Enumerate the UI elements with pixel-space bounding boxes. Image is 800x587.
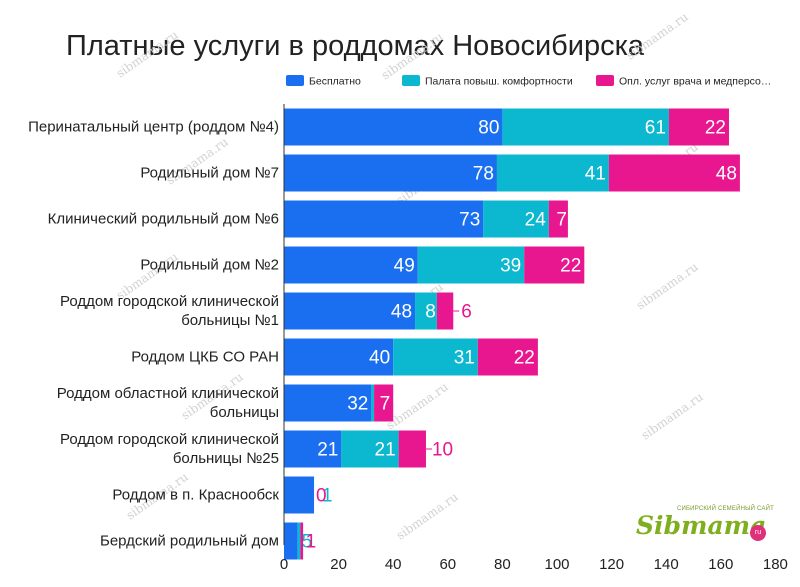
- bar-segment: [417, 246, 525, 284]
- category-label: больницы: [210, 404, 279, 421]
- sibmama-logo: Sibmama ru: [636, 505, 766, 545]
- x-tick-label: 60: [439, 556, 456, 573]
- data-label: 31: [454, 348, 475, 369]
- watermark-text: sibmama.ru: [384, 380, 451, 433]
- data-label: 24: [525, 210, 547, 231]
- bar-segment: [477, 338, 538, 376]
- bar-segment: [371, 384, 375, 422]
- x-tick-label: 100: [544, 556, 569, 573]
- data-label: 8: [425, 302, 436, 323]
- data-label: 22: [705, 118, 726, 139]
- x-tick-label: 140: [654, 556, 679, 573]
- legend-swatch: [402, 75, 420, 86]
- x-tick-label: 120: [599, 556, 624, 573]
- legend-label: Бесплатно: [309, 76, 361, 88]
- data-label: 7: [380, 394, 391, 415]
- logo-ru-badge: ru: [750, 525, 766, 541]
- legend-swatch: [596, 75, 614, 86]
- x-tick-label: 80: [494, 556, 511, 573]
- logo-text: Sibmama: [636, 511, 767, 540]
- category-label: Родильный дом №2: [140, 257, 279, 274]
- bar-segment: [483, 200, 549, 238]
- data-label: 6: [461, 302, 472, 323]
- data-label: 0: [316, 486, 327, 507]
- bar-segment: [284, 200, 484, 238]
- category-label: Клинический родильный дом №6: [48, 211, 279, 228]
- x-tick-label: 180: [763, 556, 788, 573]
- data-label: 39: [500, 256, 521, 277]
- data-label: 21: [375, 440, 396, 461]
- category-label: Роддом городской клинической: [60, 293, 279, 310]
- watermark-text: sibmama.ru: [639, 390, 706, 443]
- data-label: 10: [432, 440, 453, 461]
- bar-segment: [284, 476, 315, 514]
- bar-segment: [284, 522, 298, 560]
- bar-segment: [502, 108, 669, 146]
- axes-layer: Перинатальный центр (роддом №4) Родильный…: [28, 104, 788, 573]
- category-label: Перинатальный центр (роддом №4): [28, 119, 279, 136]
- bar-segment: [284, 292, 416, 330]
- watermark-text: sibmama.ru: [114, 28, 181, 81]
- bar-segment: [284, 430, 342, 468]
- bar-segment: [300, 522, 304, 560]
- legend-label: Палата повыш. комфортности: [425, 76, 573, 88]
- bar-segment: [284, 384, 372, 422]
- category-label: больницы №25: [173, 450, 279, 467]
- x-tick-label: 20: [330, 556, 347, 573]
- data-label: 21: [317, 440, 338, 461]
- x-tick-label: 160: [708, 556, 733, 573]
- data-label: 41: [585, 164, 606, 185]
- data-label: 49: [394, 256, 415, 277]
- bar-segment: [284, 154, 497, 192]
- bar-segment: [608, 154, 740, 192]
- legend-swatch: [286, 75, 304, 86]
- category-label: Роддом в п. Краснообск: [112, 487, 279, 504]
- bar-segment: [524, 246, 585, 284]
- category-label: Роддом городской клинической: [60, 431, 279, 448]
- bar-segment: [297, 522, 301, 560]
- data-label: 73: [459, 210, 480, 231]
- data-label: 22: [514, 348, 535, 369]
- data-label: 40: [369, 348, 390, 369]
- bar-segment: [393, 338, 478, 376]
- legend-label: Опл. услуг врача и медперсо…: [619, 76, 771, 88]
- x-tick-label: 0: [280, 556, 288, 573]
- bar-segment: [436, 292, 454, 330]
- data-label: 78: [473, 164, 494, 185]
- category-label: Родильный дом №7: [140, 165, 279, 182]
- data-label: 1: [322, 486, 333, 507]
- bar-segment: [668, 108, 729, 146]
- chart-title: Платные услуги в роддомах Новосибирска: [66, 30, 645, 62]
- legend: Бесплатно Палата повыш. комфортности Опл. …: [286, 75, 771, 88]
- bar-segment: [496, 154, 609, 192]
- bars-layer: 80 61 22 78 41 48 73 24 7 49 39 22 48 8 6 40 31 22 32 1 7 21 2…: [284, 108, 740, 560]
- logo-tagline: СИБИРСКИЙ СЕМЕЙНЫЙ САЙТ: [677, 506, 775, 512]
- bar-segment: [548, 200, 568, 238]
- category-label: Роддом ЦКБ СО РАН: [131, 349, 279, 366]
- watermark-text: sibmama.ru: [624, 10, 691, 63]
- bar-segment: [415, 292, 437, 330]
- data-label: 80: [478, 118, 499, 139]
- data-label: 32: [347, 394, 368, 415]
- data-label: 48: [716, 164, 737, 185]
- category-label: Роддом областной клинической: [57, 385, 279, 402]
- bar-segment: [398, 430, 426, 468]
- data-label: 22: [560, 256, 581, 277]
- bar-segment: [374, 384, 394, 422]
- bar-segment: [284, 338, 394, 376]
- category-label: больницы №1: [181, 312, 279, 329]
- watermark-text: sibmama.ru: [634, 260, 701, 313]
- watermark-text: sibmama.ru: [394, 490, 461, 543]
- bar-segment: [341, 430, 399, 468]
- bar-segment: [284, 108, 503, 146]
- data-label: 1: [306, 532, 317, 553]
- bar-segment: [284, 246, 418, 284]
- data-label: 48: [391, 302, 412, 323]
- x-tick-label: 40: [385, 556, 402, 573]
- data-label: 61: [645, 118, 666, 139]
- data-label: 5: [302, 532, 313, 553]
- data-label: 7: [556, 210, 567, 231]
- category-label: Бердский родильный дом: [100, 533, 279, 550]
